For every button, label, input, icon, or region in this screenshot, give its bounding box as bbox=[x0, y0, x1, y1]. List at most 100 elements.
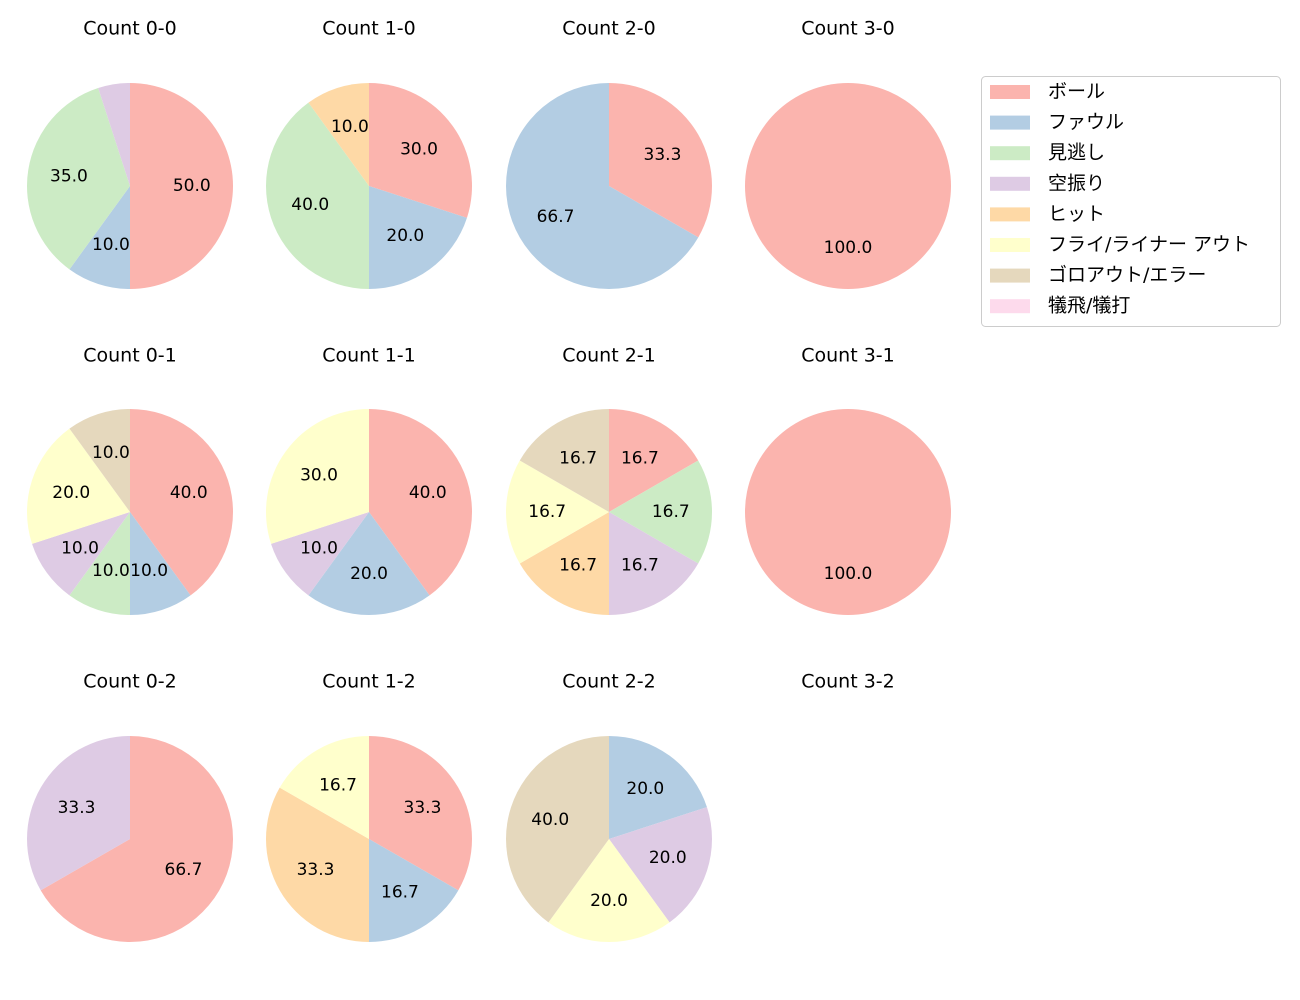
slice-label: 20.0 bbox=[350, 564, 388, 584]
slice-label: 16.7 bbox=[621, 448, 659, 468]
slice-label: 100.0 bbox=[824, 564, 873, 584]
pie-slice bbox=[369, 839, 459, 942]
pie-slice bbox=[271, 512, 369, 596]
pie-slice bbox=[308, 83, 369, 186]
slice-label: 33.3 bbox=[644, 145, 682, 165]
pie-slice bbox=[369, 409, 472, 596]
legend-label: 見逃し bbox=[1048, 142, 1105, 164]
slice-label: 20.0 bbox=[649, 848, 687, 868]
slice-label: 20.0 bbox=[626, 779, 664, 799]
slice-label: 16.7 bbox=[559, 448, 597, 468]
legend-label: ボール bbox=[1048, 81, 1105, 103]
slice-label: 40.0 bbox=[409, 483, 447, 503]
pie-slice bbox=[609, 807, 712, 923]
legend-label: ヒット bbox=[1048, 203, 1105, 225]
pie-slice bbox=[32, 512, 130, 596]
pie-slice bbox=[130, 409, 233, 596]
pie-slice bbox=[279, 736, 369, 839]
pie-slice bbox=[506, 736, 609, 923]
slice-label: 10.0 bbox=[331, 117, 369, 137]
pie-slice bbox=[548, 839, 670, 942]
legend-label: ファウル bbox=[1048, 111, 1124, 133]
slice-label: 50.0 bbox=[173, 176, 211, 196]
slice-label: 33.3 bbox=[297, 860, 335, 880]
pie-slice bbox=[27, 428, 130, 544]
legend-box bbox=[981, 76, 1281, 327]
slice-label: 66.7 bbox=[165, 860, 203, 880]
slice-label: 35.0 bbox=[50, 166, 88, 186]
pie-slice bbox=[609, 83, 712, 238]
slice-label: 33.3 bbox=[58, 798, 96, 818]
pie-slice bbox=[266, 787, 369, 942]
slice-label: 66.7 bbox=[537, 207, 575, 227]
slice-label: 10.0 bbox=[300, 538, 338, 558]
pie-slice bbox=[130, 512, 191, 615]
pie-slice bbox=[130, 83, 233, 289]
pie-slice bbox=[506, 83, 699, 290]
legend-swatch bbox=[990, 207, 1030, 222]
pie-slice bbox=[69, 186, 130, 289]
legend-label: フライ/ライナー アウト bbox=[1048, 234, 1250, 256]
slice-label: 40.0 bbox=[531, 810, 569, 830]
chart-title: Count 2-1 bbox=[562, 345, 656, 367]
slice-label: 16.7 bbox=[652, 502, 690, 522]
pie-slice bbox=[745, 409, 951, 615]
legend-swatch bbox=[990, 299, 1030, 314]
legend-label: ゴロアウト/エラー bbox=[1048, 264, 1206, 286]
slice-label: 16.7 bbox=[559, 556, 597, 576]
chart-title: Count 3-0 bbox=[801, 18, 895, 40]
pie-slice bbox=[369, 83, 472, 218]
legend-swatch bbox=[990, 85, 1030, 99]
pie-slice bbox=[266, 409, 369, 544]
pie-slice bbox=[519, 409, 609, 512]
pie-slice bbox=[609, 736, 707, 839]
slice-label: 40.0 bbox=[291, 195, 329, 215]
slice-label: 100.0 bbox=[824, 238, 873, 258]
slice-label: 40.0 bbox=[170, 483, 208, 503]
slice-label: 16.7 bbox=[381, 882, 419, 902]
slice-label: 10.0 bbox=[92, 443, 130, 463]
slice-label: 16.7 bbox=[621, 556, 659, 576]
chart-title: Count 1-2 bbox=[322, 671, 416, 693]
chart-title: Count 3-2 bbox=[801, 671, 895, 693]
slice-label: 20.0 bbox=[590, 891, 628, 911]
pie-slice bbox=[40, 736, 234, 942]
pie-slice bbox=[308, 512, 430, 615]
slice-label: 30.0 bbox=[400, 140, 438, 160]
chart-title: Count 2-0 bbox=[562, 18, 656, 40]
pie-slice bbox=[519, 512, 609, 615]
chart-title: Count 0-0 bbox=[83, 18, 177, 40]
pie-slice bbox=[27, 88, 131, 270]
chart-title: Count 2-2 bbox=[562, 671, 656, 693]
legend-swatch bbox=[990, 176, 1030, 191]
slice-label: 10.0 bbox=[92, 561, 130, 581]
slice-label: 20.0 bbox=[386, 226, 424, 246]
pie-slice bbox=[745, 83, 951, 289]
legend-swatch bbox=[990, 115, 1030, 130]
slice-label: 16.7 bbox=[319, 776, 357, 796]
pie-slice bbox=[27, 736, 130, 891]
slice-label: 10.0 bbox=[61, 538, 99, 558]
pie-slice bbox=[609, 409, 699, 512]
pie-slice bbox=[69, 512, 130, 615]
pie-slice bbox=[506, 460, 609, 564]
chart-title: Count 1-1 bbox=[322, 345, 416, 367]
pie-slice bbox=[266, 102, 369, 289]
slice-label: 10.0 bbox=[92, 235, 130, 255]
pie-slice bbox=[369, 186, 467, 289]
chart-title: Count 1-0 bbox=[322, 18, 416, 40]
legend-swatch bbox=[990, 146, 1030, 161]
slice-label: 16.7 bbox=[528, 502, 566, 522]
slice-label: 33.3 bbox=[404, 798, 442, 818]
chart-title: Count 3-1 bbox=[801, 345, 895, 367]
pie-slice bbox=[69, 409, 130, 512]
chart-title: Count 0-2 bbox=[83, 671, 177, 693]
pie-slice bbox=[98, 83, 130, 186]
slice-label: 20.0 bbox=[52, 483, 90, 503]
slice-label: 10.0 bbox=[130, 561, 168, 581]
pie-slice bbox=[369, 736, 472, 891]
legend-label: 犠飛/犠打 bbox=[1048, 295, 1130, 317]
chart-title: Count 0-1 bbox=[83, 345, 177, 367]
